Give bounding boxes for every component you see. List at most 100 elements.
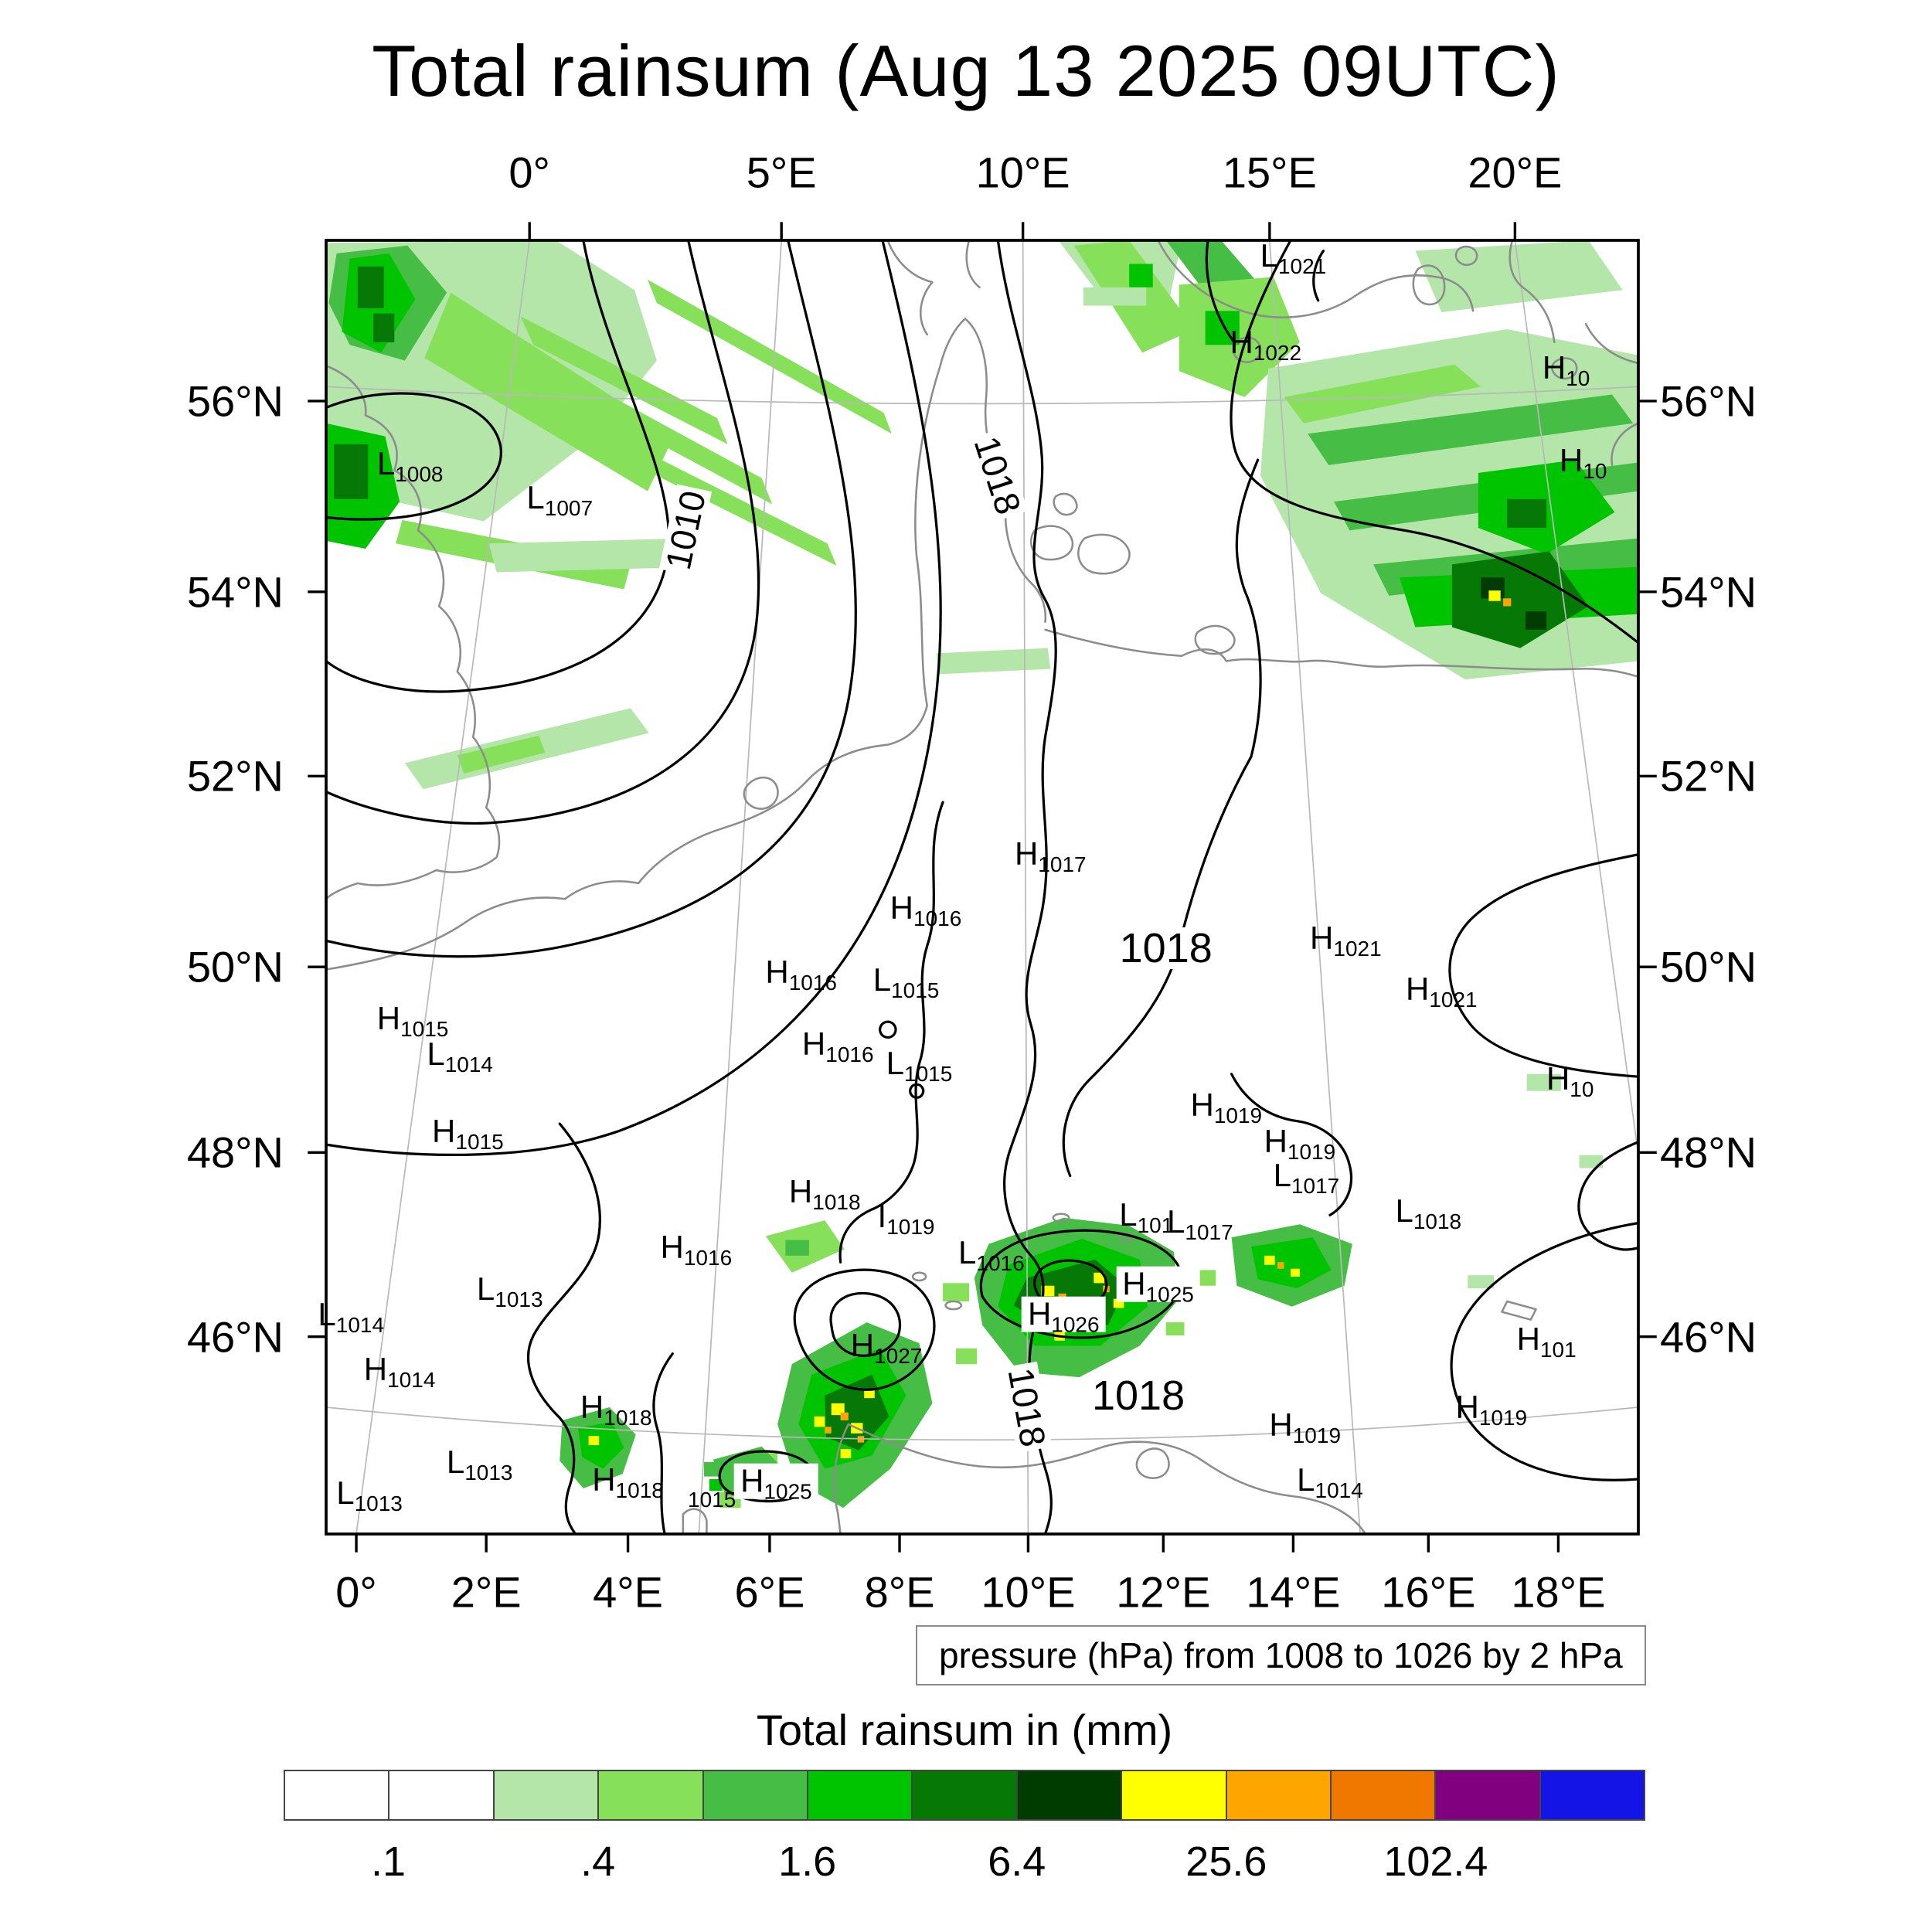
coastline	[743, 776, 779, 810]
rain-cell	[1579, 1155, 1604, 1168]
graticule-line	[1514, 240, 1638, 1155]
axis-label-longitude: 15°E	[1222, 148, 1317, 197]
isobar	[1450, 1221, 1638, 1481]
rain-patch	[614, 436, 837, 566]
pressure-center-label: H1019	[1190, 1086, 1262, 1126]
isobar	[1230, 240, 1638, 645]
isobar	[838, 801, 944, 1264]
pressure-value: 10	[1566, 366, 1590, 391]
pressure-value: 1019	[1287, 1140, 1336, 1165]
isobar-contours	[326, 240, 1638, 1534]
pressure-letter: H	[850, 1327, 875, 1364]
axis-label-longitude: 10°E	[981, 1567, 1076, 1617]
pressure-letter: H	[580, 1388, 604, 1425]
rain-cell	[1525, 611, 1547, 630]
axis-label-latitude: 52°N	[186, 751, 284, 801]
pressure-center-label: H101	[1517, 1322, 1577, 1360]
pressure-center-label: L1015	[886, 1046, 953, 1084]
pressure-value: 1018	[812, 1189, 861, 1214]
axis-label-latitude: 48°N	[1660, 1128, 1757, 1177]
pressure-center-label: H1017	[1015, 838, 1087, 876]
pressure-center-label: H1016	[890, 891, 962, 929]
weather-map-canvas	[308, 222, 1657, 1553]
pressure-letter: H	[1230, 323, 1253, 360]
pressure-value: 101	[1137, 1213, 1174, 1237]
coastline	[1233, 336, 1262, 363]
colorbar-cell	[703, 1771, 808, 1819]
rain-cell	[943, 1283, 970, 1302]
coastline	[1412, 264, 1446, 306]
rain-cell	[709, 1478, 723, 1492]
isobar	[1312, 249, 1325, 302]
isobar-value-label: 1018	[1115, 927, 1216, 970]
rain-patch	[1308, 394, 1634, 465]
isobar	[1448, 853, 1638, 1078]
pressure-value: 1015	[455, 1129, 504, 1154]
pressure-value: 1021	[1333, 936, 1382, 961]
axis-label-longitude: 5°E	[746, 148, 817, 197]
pressure-center-label: H1018	[580, 1388, 652, 1428]
pressure-value: 1016	[788, 970, 837, 995]
graticule-line	[1269, 240, 1361, 1534]
pressure-value: 1016	[913, 906, 962, 930]
map-frame	[325, 239, 1640, 1536]
colorbar-cell	[599, 1771, 704, 1819]
pressure-value: 1013	[495, 1287, 543, 1312]
pressure-value: 1019	[886, 1214, 935, 1239]
pressure-center-label: L1013	[336, 1477, 403, 1515]
legend-title: Total rainsum in (mm)	[756, 1706, 1173, 1754]
colorbar-cell	[1122, 1771, 1227, 1819]
coastline	[944, 1300, 963, 1311]
pressure-letter: H	[363, 1350, 388, 1387]
pressure-value: 1025	[1145, 1282, 1194, 1307]
rain-patch	[1284, 364, 1481, 423]
pressure-letter: L	[526, 478, 545, 515]
rain-cell	[357, 266, 384, 308]
isobar	[652, 1352, 674, 1534]
rain-patch	[488, 538, 696, 573]
pressure-letter: L	[427, 1036, 445, 1073]
coastline	[911, 1271, 927, 1282]
colorbar-tick-labels: .1 .4 1.6 6.4 25.6 102.4	[284, 1838, 1645, 1885]
pressure-value: 1016	[976, 1251, 1025, 1276]
rain-cell	[1488, 590, 1501, 601]
rain-patch	[1415, 240, 1623, 312]
isobar	[879, 1020, 897, 1039]
rain-cell	[1041, 1285, 1055, 1297]
coastline	[1135, 1447, 1170, 1479]
rain-cell	[840, 1449, 852, 1458]
rain-patch	[520, 316, 728, 444]
pressure-center-label: 1015	[688, 1473, 736, 1511]
graticule-line	[698, 240, 783, 1534]
pressure-letter: H	[1190, 1086, 1214, 1123]
pressure-letter: H	[592, 1461, 616, 1498]
axis-label-longitude: 4°E	[593, 1567, 663, 1617]
pressure-value: 1008	[395, 461, 444, 486]
pressure-center-label: H1014	[363, 1350, 436, 1390]
rain-cell	[1503, 598, 1512, 607]
pressure-letter: L	[1167, 1202, 1185, 1240]
isobar	[909, 1083, 925, 1099]
colorbar-cell	[494, 1771, 600, 1819]
pressure-value: 1013	[464, 1460, 513, 1485]
coastline	[1509, 240, 1556, 344]
pressure-letter: H	[1559, 442, 1583, 479]
rain-cell	[825, 1427, 832, 1434]
pressure-value: 1017	[1291, 1174, 1340, 1199]
isobar	[326, 240, 760, 825]
colorbar-tick-label: .1	[371, 1838, 406, 1885]
colorbar-cell	[1017, 1771, 1123, 1819]
axis-label-longitude: 6°E	[734, 1567, 805, 1617]
axis-label-latitude: 50°N	[186, 942, 284, 992]
pressure-letter: H	[1542, 349, 1566, 386]
pressure-center-label: H1015	[377, 1002, 449, 1040]
pressure-value: 1015	[891, 978, 940, 1002]
axis-label-longitude: 8°E	[864, 1567, 935, 1617]
pressure-center-label: L1013	[447, 1445, 513, 1483]
pressure-letter: L	[958, 1234, 977, 1271]
isobar	[1205, 240, 1236, 344]
coastline	[965, 240, 981, 289]
coastline	[1194, 624, 1236, 655]
pressure-value: 1026	[1051, 1312, 1100, 1337]
map-area: 0° 5°E 10°E 15°E 20°E 0° 2°E 4°E 6°E 8°E 10°E 12°E…	[187, 148, 1757, 1617]
